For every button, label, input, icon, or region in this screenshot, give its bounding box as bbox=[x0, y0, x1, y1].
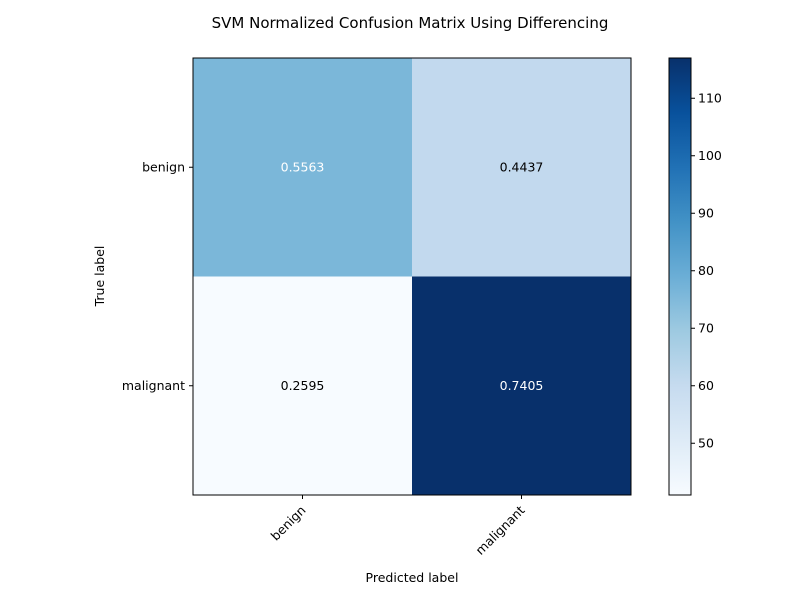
x-axis-label: Predicted label bbox=[366, 570, 459, 585]
chart-title: SVM Normalized Confusion Matrix Using Di… bbox=[212, 14, 609, 32]
colorbar-tick-label: 80 bbox=[698, 263, 714, 278]
y-axis-ticks: benign malignant bbox=[122, 159, 193, 393]
colorbar-tick-label: 90 bbox=[698, 205, 714, 220]
x-tick-label: benign bbox=[268, 503, 309, 544]
y-tick-label: malignant bbox=[122, 378, 185, 393]
colorbar-tick-label: 50 bbox=[698, 435, 714, 450]
colorbar-tick-label: 70 bbox=[698, 320, 714, 335]
colorbar-tick-label: 100 bbox=[698, 148, 722, 163]
heatmap-cell bbox=[412, 276, 632, 496]
y-tick-label: benign bbox=[142, 159, 185, 174]
colorbar bbox=[668, 57, 692, 496]
cell-value-label: 0.4437 bbox=[500, 159, 544, 174]
colorbar-ticks: 50 60 70 80 90 100 110 bbox=[691, 90, 722, 450]
colorbar-tick-label: 110 bbox=[698, 90, 722, 105]
cell-value-label: 0.5563 bbox=[281, 159, 325, 174]
heatmap-cell bbox=[412, 58, 632, 277]
cell-value-label: 0.2595 bbox=[281, 378, 325, 393]
x-tick-label: malignant bbox=[472, 502, 527, 557]
colorbar-tick-label: 60 bbox=[698, 378, 714, 393]
x-axis-ticks: benign malignant bbox=[268, 495, 528, 558]
plot-frame bbox=[192, 57, 632, 496]
y-axis-label: True label bbox=[92, 246, 107, 308]
heatmap-cells bbox=[193, 58, 632, 496]
heatmap-cell bbox=[193, 276, 413, 496]
cell-value-label: 0.7405 bbox=[500, 378, 544, 393]
heatmap-cell bbox=[193, 58, 413, 277]
heatmap-cell-labels: 0.5563 0.4437 0.2595 0.7405 bbox=[281, 159, 544, 393]
